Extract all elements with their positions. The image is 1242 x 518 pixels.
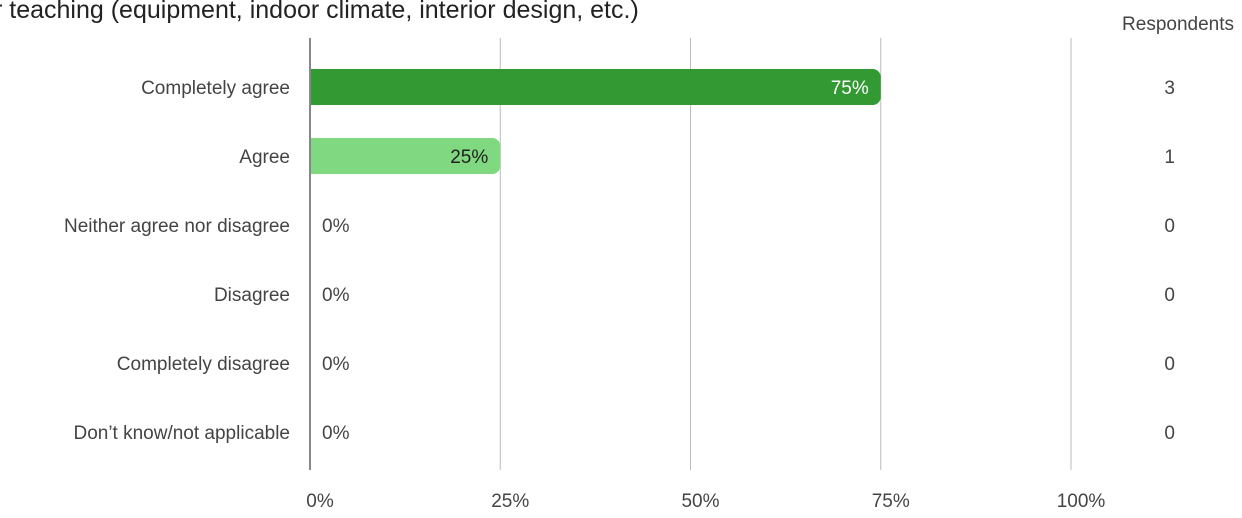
x-tick-label: 100% <box>1057 491 1106 512</box>
bar <box>310 69 320 105</box>
chart-title: r teaching (equipment, indoor climate, i… <box>0 0 639 24</box>
category-label: Completely agree <box>141 78 290 99</box>
category-label: Disagree <box>214 285 290 306</box>
x-tick-label: 50% <box>681 491 719 512</box>
bar <box>310 138 320 174</box>
category-label: Agree <box>239 147 290 168</box>
category-label: Don’t know/not applicable <box>73 423 290 444</box>
data-label: 25% <box>450 147 488 168</box>
bar <box>310 69 881 105</box>
data-label: 75% <box>831 78 869 99</box>
respondents-count: 0 <box>1164 285 1175 306</box>
respondents-count: 0 <box>1164 354 1175 375</box>
respondents-count: 0 <box>1164 216 1175 237</box>
bar <box>310 138 501 174</box>
data-label: 0% <box>322 423 350 444</box>
respondents-count: 1 <box>1164 147 1175 168</box>
x-tick-label: 75% <box>872 491 910 512</box>
category-label: Neither agree nor disagree <box>64 216 290 237</box>
category-label: Completely disagree <box>117 354 290 375</box>
respondents-header: Respondents <box>1122 14 1234 35</box>
respondents-count: 3 <box>1164 78 1175 99</box>
data-label: 0% <box>322 285 350 306</box>
x-tick-label: 25% <box>491 491 529 512</box>
respondents-count: 0 <box>1164 423 1175 444</box>
data-label: 0% <box>322 216 350 237</box>
data-label: 0% <box>322 354 350 375</box>
x-tick-label: 0% <box>306 491 334 512</box>
